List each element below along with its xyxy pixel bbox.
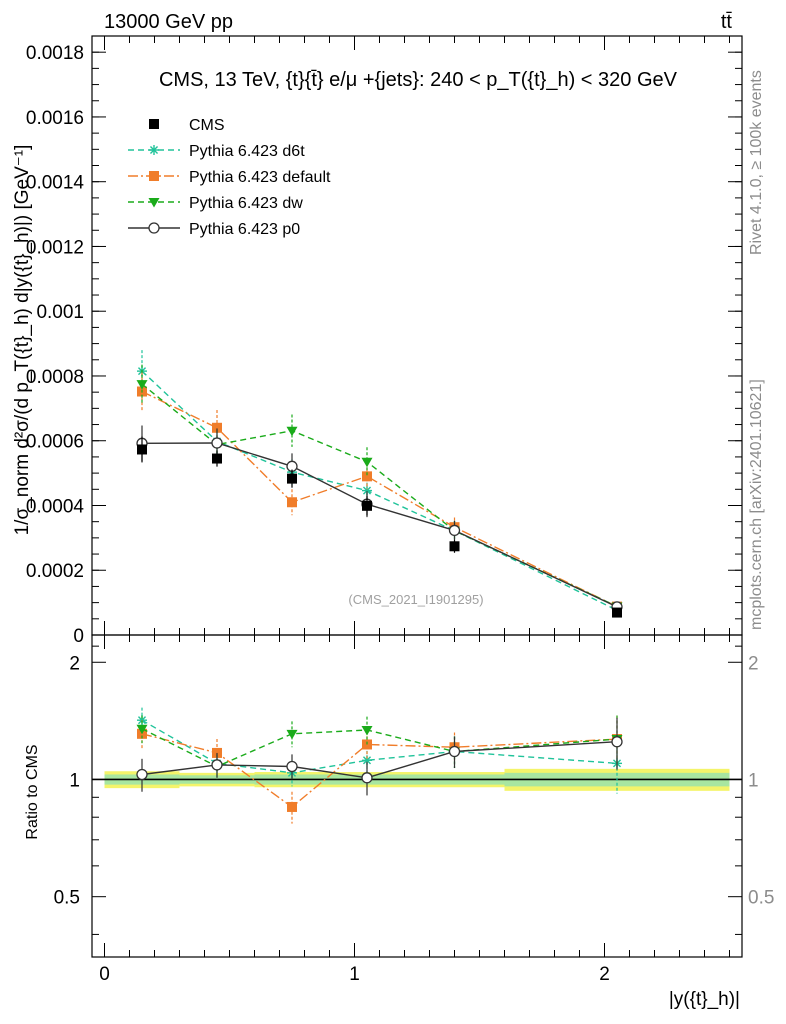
- header-left-text: 13000 GeV pp: [104, 11, 233, 33]
- legend-entry: Pythia 6.423 d6t: [128, 143, 305, 160]
- ratio-y-tick-label: 0.5: [54, 888, 80, 909]
- data-point: [137, 444, 147, 455]
- data-point: [362, 500, 372, 511]
- rivet-version-label: Rivet 4.1.0, ≥ 100k events: [748, 70, 765, 255]
- x-axis-label: |y({t}_h)|: [669, 989, 740, 1010]
- main-y-tick-label: 0.0002: [26, 561, 84, 582]
- ratio-y-tick-label-right: 1: [748, 770, 759, 791]
- ratio-line: [141, 719, 618, 774]
- main-x-ticks: [104, 36, 730, 635]
- ratio-y-ticks: 0.5 0.5 1 1 2 2: [54, 645, 774, 935]
- ratio-uncertainty-band: [92, 768, 742, 791]
- x-tick-label: 0: [99, 964, 110, 985]
- ratio-point: [136, 768, 148, 781]
- main-y-axis-label: 1/σ_norm d²σ/(d p_T({t}_h) d|y({t}_h)|) …: [12, 145, 33, 536]
- ratio-point: [611, 736, 623, 748]
- ratio-point: [361, 725, 373, 736]
- main-title: CMS, 13 TeV, {t}{t̄} e/μ +{jets}: 240 < …: [159, 69, 678, 91]
- ratio-y-tick-label: 2: [69, 653, 80, 674]
- data-point: [361, 457, 373, 468]
- ratio-point: [211, 759, 223, 771]
- ratio-x-ticks: 0 1 2: [99, 635, 730, 985]
- ratio-point: [361, 772, 373, 784]
- ratio-y-tick-label: 1: [69, 770, 80, 791]
- main-y-tick-label: 0.0018: [26, 43, 84, 64]
- legend-marker: [149, 171, 159, 181]
- legend-entry: Pythia 6.423 p0: [128, 221, 300, 238]
- analysis-id: (CMS_2021_I1901295): [348, 592, 483, 607]
- ratio-y-axis-label: Ratio to CMS: [24, 744, 41, 839]
- main-y-tick-label: 0.0014: [26, 173, 85, 194]
- legend-marker: [149, 119, 159, 129]
- ratio-line: [141, 733, 618, 808]
- series-line: [141, 442, 618, 608]
- main-y-tick-label: 0.0016: [26, 108, 84, 129]
- series-pythia-6-423-p0: [136, 425, 623, 613]
- x-tick-label: 1: [349, 964, 360, 985]
- legend-marker: [149, 145, 159, 155]
- legend-label: CMS: [189, 117, 225, 134]
- data-point: [287, 497, 297, 508]
- main-y-tick-label: 0.001: [36, 302, 84, 323]
- ratio-panel: 0.5 0.5 1 1 2 2 0 1 2 Ratio to CMS |y({t}_h)|: [24, 634, 774, 1010]
- header-right-text: tt̄: [721, 11, 733, 33]
- data-point: [212, 453, 222, 464]
- ratio-plot-frame: [91, 634, 743, 958]
- ratio-line: [141, 728, 618, 768]
- data-point: [212, 422, 222, 433]
- data-point: [612, 607, 622, 618]
- legend-label: Pythia 6.423 default: [189, 169, 331, 186]
- ratio-series: [136, 707, 623, 824]
- legend-entry: CMS: [149, 117, 225, 134]
- data-point: [448, 524, 461, 537]
- legend-label: Pythia 6.423 p0: [189, 221, 300, 238]
- legend-marker: [148, 222, 160, 234]
- main-y-tick-label: 0.0012: [26, 237, 84, 258]
- legend-marker: [148, 198, 160, 208]
- legend-label: Pythia 6.423 d6t: [189, 143, 305, 160]
- ratio-point: [286, 760, 298, 773]
- main-y-tick-label: 0.0006: [26, 432, 84, 453]
- main-panel: 0 0.0002 0.0004 0.0006 0.0008 0.001 0.0012 0.00…: [12, 35, 743, 647]
- data-point: [211, 437, 223, 449]
- series-line: [141, 390, 618, 608]
- ratio-line: [141, 741, 618, 779]
- series-line: [141, 370, 618, 611]
- ratio-y-tick-label-right: 0.5: [748, 888, 774, 909]
- main-y-tick-label: 0: [73, 626, 84, 647]
- data-point: [287, 473, 297, 484]
- main-y-ticks: 0 0.0002 0.0004 0.0006 0.0008 0.001 0.0012 0.00…: [26, 35, 742, 647]
- ratio-point: [286, 729, 298, 740]
- mcplots-label: mcplots.cern.ch [arXiv:2401.10621]: [748, 379, 765, 630]
- legend-entry: Pythia 6.423 default: [128, 169, 331, 186]
- ratio-y-tick-label-right: 2: [748, 653, 759, 674]
- data-point: [449, 541, 460, 552]
- ratio-series-pythia-6-423-p0: [136, 717, 623, 796]
- ratio-point: [136, 724, 148, 735]
- series-cms: [137, 436, 622, 618]
- ratio-point: [287, 801, 297, 812]
- legend-label: Pythia 6.423 dw: [189, 195, 303, 212]
- main-series: [136, 350, 623, 618]
- data-point: [362, 471, 372, 482]
- main-y-tick-label: 0.0008: [26, 367, 84, 388]
- legend: CMS Pythia 6.423 d6t Pythia 6.423 default P…: [128, 117, 331, 238]
- x-tick-label: 2: [599, 964, 610, 985]
- main-y-tick-label: 0.0004: [26, 496, 85, 517]
- ratio-point: [448, 745, 461, 758]
- data-point: [286, 426, 298, 437]
- legend-entry: Pythia 6.423 dw: [128, 195, 303, 212]
- data-point: [136, 380, 148, 390]
